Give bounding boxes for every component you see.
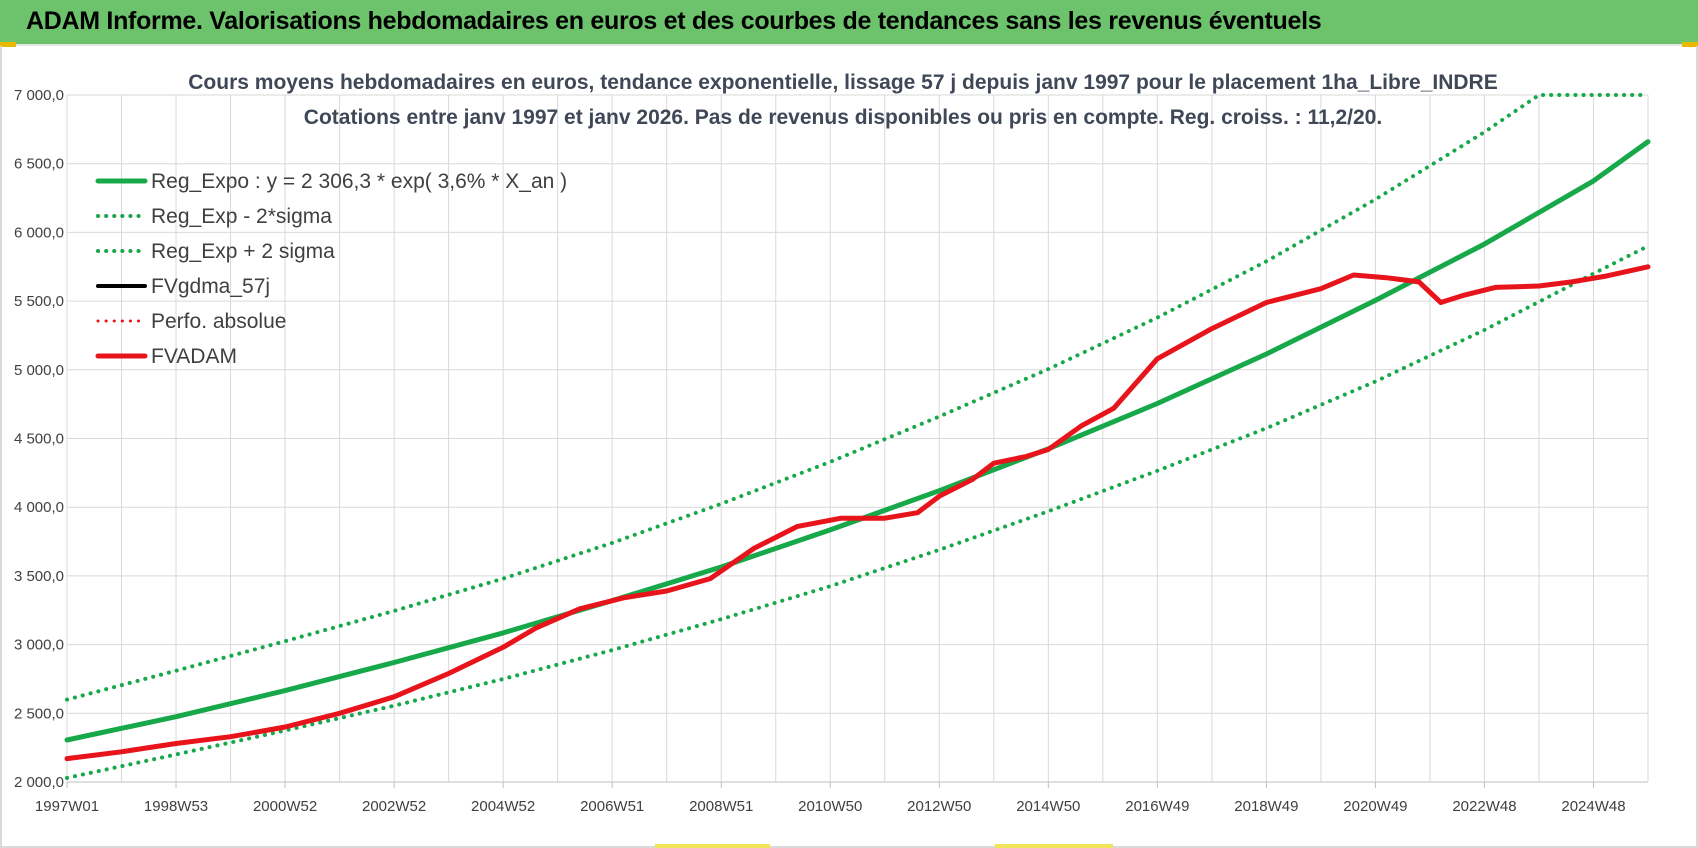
sheet-tab-marker[interactable] <box>995 844 1113 848</box>
corner-marker-left <box>0 42 16 47</box>
y-tick-label: 2 500,0 <box>14 705 64 722</box>
x-tick-label: 2010W50 <box>798 798 862 815</box>
frame-right-border <box>1696 46 1698 848</box>
y-tick-label: 5 500,0 <box>14 293 64 310</box>
series-line-fvadam <box>64 264 1651 762</box>
series-line-reg-exp-2-sigma <box>65 93 1650 702</box>
x-tick-label: 2020W49 <box>1343 798 1407 815</box>
chart-title-line-1: Cours moyens hebdomadaires en euros, ten… <box>188 71 1497 94</box>
header-bar: ADAM Informe. Valorisations hebdomadaire… <box>0 0 1698 46</box>
x-tick-label: 2018W49 <box>1234 798 1298 815</box>
chart-axes: 2 000,0 2 500,0 3 000,0 3 500,0 4 000,0 4 500… <box>14 87 1648 815</box>
y-tick-label: 4 500,0 <box>14 431 64 448</box>
x-tick-label: 2014W50 <box>1016 798 1080 815</box>
x-tick-label: 2002W52 <box>362 798 426 815</box>
series-line-reg-exp-2-sigma <box>65 244 1650 780</box>
x-tick-label: 2022W48 <box>1452 798 1516 815</box>
x-tick-label: 2000W52 <box>253 798 317 815</box>
legend-label: Reg_Exp - 2*sigma <box>151 205 332 228</box>
chart-legend: Reg_Expo : y = 2 306,3 * exp( 3,6% * X_a… <box>95 170 567 368</box>
page-title: ADAM Informe. Valorisations hebdomadaire… <box>26 7 1322 35</box>
legend-label: Perfo. absolue <box>151 310 286 333</box>
x-tick-label: 2016W49 <box>1125 798 1189 815</box>
x-tick-label: 2006W51 <box>580 798 644 815</box>
legend-label: Reg_Exp + 2 sigma <box>151 240 335 263</box>
chart-series <box>64 93 1651 780</box>
chart-title-line-2: Cotations entre janv 1997 et janv 2026. … <box>304 106 1382 129</box>
y-tick-label: 3 000,0 <box>14 637 64 654</box>
x-tick-label: 2024W48 <box>1561 798 1625 815</box>
series-line-reg-expo <box>64 139 1651 743</box>
corner-marker-right <box>1682 42 1698 47</box>
y-tick-label: 6 000,0 <box>14 224 64 241</box>
y-tick-label: 6 500,0 <box>14 156 64 173</box>
y-tick-label: 4 000,0 <box>14 499 64 516</box>
x-tick-label: 2008W51 <box>689 798 753 815</box>
frame-bottom-border <box>0 846 1698 848</box>
x-tick-label: 2004W52 <box>471 798 535 815</box>
legend-label: FVgdma_57j <box>151 275 270 298</box>
legend-label: Reg_Expo : y = 2 306,3 * exp( 3,6% * X_a… <box>151 170 567 193</box>
x-tick-label: 1998W53 <box>144 798 208 815</box>
y-tick-label: 7 000,0 <box>14 87 64 104</box>
y-tick-label: 3 500,0 <box>14 568 64 585</box>
x-tick-label: 1997W01 <box>35 798 99 815</box>
y-tick-label: 5 000,0 <box>14 362 64 379</box>
sheet-tab-marker[interactable] <box>655 844 770 848</box>
chart-grid <box>66 94 1649 783</box>
x-tick-label: 2012W50 <box>907 798 971 815</box>
y-tick-label: 2 000,0 <box>14 774 64 791</box>
legend-label: FVADAM <box>151 345 237 368</box>
frame-left-border <box>0 46 2 848</box>
